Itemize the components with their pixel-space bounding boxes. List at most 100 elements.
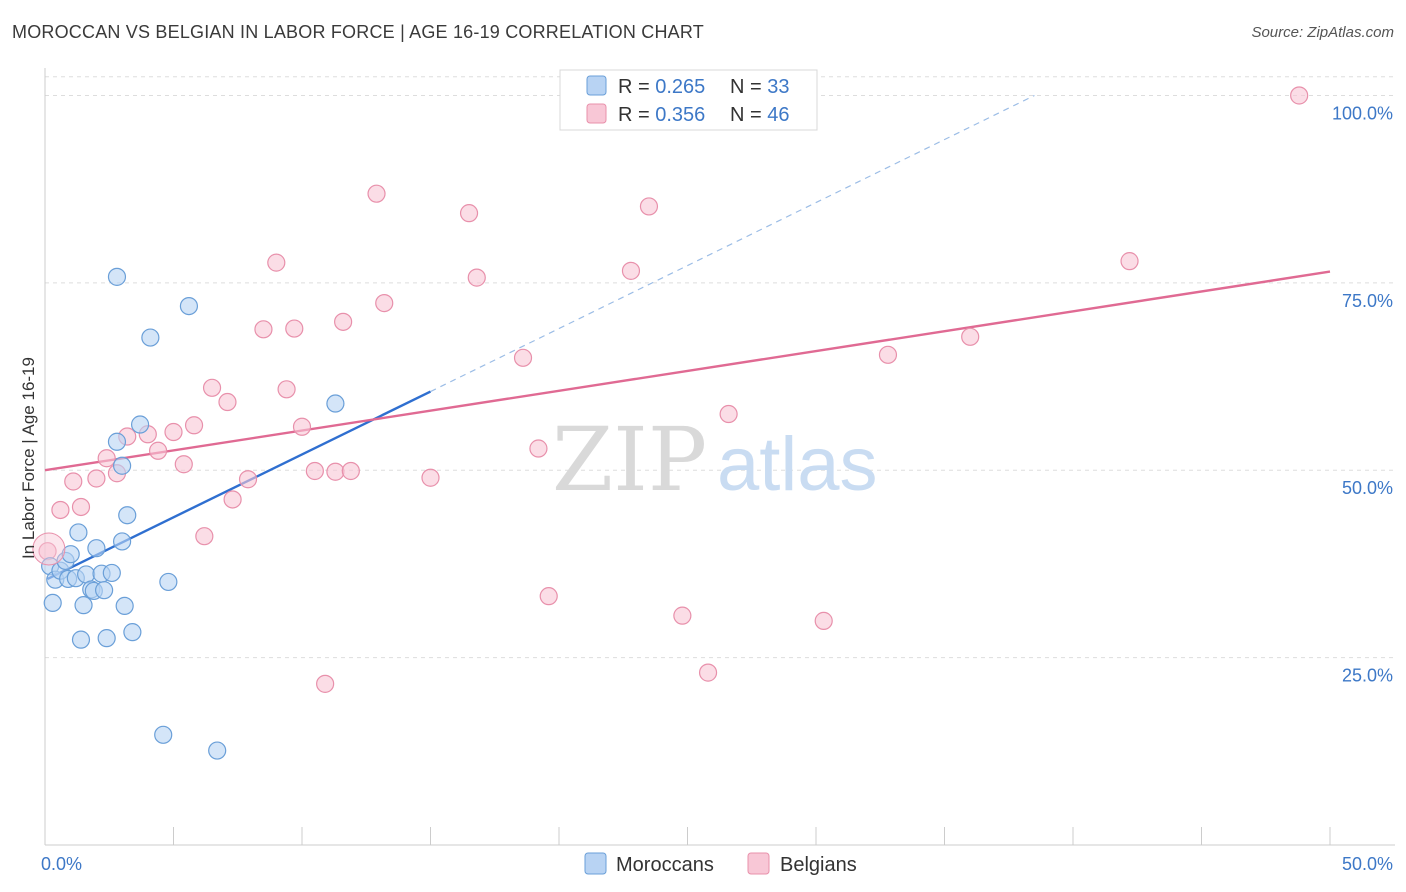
correlation-legend: R = 0.265 N = 33 R = 0.356 N = 46 bbox=[559, 69, 818, 131]
moroccans-point bbox=[154, 725, 173, 744]
legend-swatch-belgians bbox=[586, 103, 607, 124]
belgians-point bbox=[254, 320, 273, 339]
belgians-point bbox=[326, 462, 345, 481]
trend-layer bbox=[44, 94, 1331, 581]
belgians-point bbox=[87, 469, 106, 488]
belgians-point bbox=[673, 606, 692, 625]
moroccans-point bbox=[141, 328, 160, 347]
svg-text:R = 0.265: R = 0.265 bbox=[618, 76, 705, 98]
belgians-point bbox=[719, 404, 738, 424]
legend-label-moroccans: Moroccans bbox=[616, 854, 714, 876]
belgians-point bbox=[878, 345, 898, 364]
belgians-point bbox=[698, 663, 718, 682]
belgians-point bbox=[421, 468, 440, 487]
moroccans-point bbox=[107, 432, 127, 451]
belgians-trend-line bbox=[44, 270, 1331, 472]
belgians-point bbox=[267, 253, 286, 272]
y-tick-label: 50.0% bbox=[1342, 478, 1393, 498]
belgians-point bbox=[174, 455, 193, 474]
y-tick-label: 25.0% bbox=[1342, 666, 1393, 686]
legend-n-label: N = bbox=[730, 76, 767, 98]
legend-label-belgians: Belgians bbox=[780, 854, 857, 876]
y-axis-title: In Labor Force | Age 16-19 bbox=[19, 357, 38, 559]
x-tick-label: 50.0% bbox=[1342, 854, 1393, 874]
chart-title: MOROCCAN VS BELGIAN IN LABOR FORCE | AGE… bbox=[12, 22, 704, 42]
legend-swatch-belgians-bottom bbox=[747, 852, 770, 875]
belgians-point bbox=[218, 392, 237, 412]
watermark-atlas: atlas bbox=[717, 422, 878, 507]
belgians-point bbox=[316, 674, 335, 693]
legend-n-value-moroccans: 33 bbox=[767, 76, 789, 98]
belgians-point-large bbox=[32, 532, 66, 566]
belgians-point bbox=[164, 422, 183, 442]
moroccans-point bbox=[107, 267, 127, 286]
belgians-point bbox=[1120, 252, 1139, 271]
belgians-point bbox=[814, 611, 833, 630]
belgians-point bbox=[639, 197, 659, 216]
belgians-point bbox=[305, 461, 324, 481]
legend-r-label: R = bbox=[618, 76, 655, 98]
tick-label-layer: 25.0% 50.0% 75.0% 100.0% 0.0% 50.0% bbox=[41, 103, 1393, 874]
moroccans-point bbox=[118, 506, 137, 525]
belgians-point bbox=[64, 472, 83, 491]
moroccans-point bbox=[159, 572, 178, 592]
moroccans-point bbox=[130, 415, 150, 434]
moroccans-point bbox=[112, 532, 132, 551]
belgians-point bbox=[1290, 86, 1309, 105]
moroccans-point bbox=[61, 545, 80, 564]
belgians-point bbox=[202, 378, 222, 397]
moroccans-point bbox=[115, 596, 134, 616]
moroccans-trend-extension bbox=[430, 94, 1035, 393]
moroccans-point bbox=[326, 394, 345, 413]
legend-r-label: R = bbox=[618, 104, 655, 126]
moroccans-trend-line bbox=[47, 390, 432, 581]
series-legend: Moroccans Belgians bbox=[584, 852, 857, 876]
moroccans-point bbox=[43, 593, 62, 613]
belgians-point bbox=[238, 470, 258, 489]
watermark: ZIP atlas bbox=[552, 408, 878, 511]
y-tick-label: 100.0% bbox=[1332, 103, 1393, 123]
moroccans-point bbox=[208, 741, 227, 760]
x-tick-label: 0.0% bbox=[41, 854, 82, 874]
belgians-point bbox=[513, 348, 533, 367]
belgians-point bbox=[292, 417, 312, 436]
svg-text:R = 0.356: R = 0.356 bbox=[618, 104, 705, 126]
moroccans-point bbox=[87, 539, 106, 558]
moroccans-point bbox=[95, 581, 114, 600]
moroccans-point bbox=[123, 623, 142, 642]
belgians-point bbox=[285, 319, 304, 338]
y-tick-label: 75.0% bbox=[1342, 291, 1393, 311]
moroccans-point bbox=[102, 563, 121, 583]
moroccans-point bbox=[71, 630, 91, 649]
legend-r-value-moroccans: 0.265 bbox=[655, 76, 705, 98]
belgians-point bbox=[529, 439, 548, 458]
moroccans-point bbox=[97, 629, 116, 648]
belgians-point bbox=[539, 587, 558, 606]
svg-text:N = 46: N = 46 bbox=[730, 104, 790, 126]
points-layer bbox=[32, 86, 1309, 760]
source-label: Source: ZipAtlas.com bbox=[1251, 24, 1394, 41]
moroccans-point bbox=[179, 296, 199, 316]
belgians-point bbox=[277, 380, 296, 399]
legend-swatch-moroccans-bottom bbox=[584, 852, 607, 875]
axes-layer bbox=[44, 68, 1395, 846]
belgians-point bbox=[97, 449, 116, 468]
belgians-point bbox=[51, 500, 70, 520]
legend-n-label: N = bbox=[730, 104, 767, 126]
belgians-point bbox=[223, 490, 242, 509]
moroccans-point bbox=[69, 523, 88, 542]
belgians-point bbox=[961, 327, 980, 346]
moroccans-point bbox=[74, 596, 93, 615]
belgians-point bbox=[375, 294, 394, 313]
belgians-point bbox=[621, 261, 641, 280]
belgians-point bbox=[195, 527, 214, 546]
svg-text:N = 33: N = 33 bbox=[730, 76, 790, 98]
belgians-point bbox=[341, 461, 360, 481]
legend-swatch-moroccans bbox=[586, 75, 607, 96]
belgians-point bbox=[184, 416, 204, 435]
belgians-point bbox=[459, 204, 479, 223]
watermark-zip: ZIP bbox=[552, 408, 707, 511]
belgians-point bbox=[367, 184, 386, 203]
grid-layer bbox=[45, 76, 1395, 659]
